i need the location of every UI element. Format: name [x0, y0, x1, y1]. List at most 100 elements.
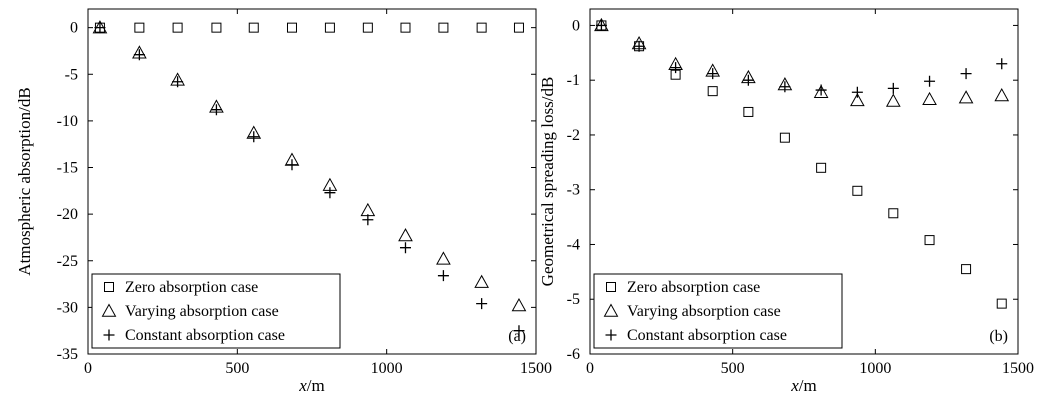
x-tick-label: 0 — [586, 360, 594, 377]
y-axis-label: Geometrical spreading loss/dB — [538, 77, 557, 287]
legend-label: Zero absorption case — [627, 279, 760, 296]
data-point-square — [816, 162, 827, 173]
data-point-triangle — [885, 93, 901, 107]
legend-label: Constant absorption case — [627, 327, 787, 344]
series-triangle — [594, 17, 1010, 107]
data-point-plus — [996, 58, 1008, 70]
legend-label: Varying absorption case — [627, 303, 781, 320]
data-point-triangle — [398, 228, 413, 242]
legend-box — [593, 273, 843, 349]
legend: Zero absorption case Varying absorption c… — [593, 273, 843, 349]
data-point-square — [779, 132, 790, 143]
legend-marker-square — [606, 282, 616, 292]
series-plus — [94, 22, 525, 337]
data-point-triangle — [474, 274, 489, 288]
legend-label: Varying absorption case — [125, 303, 279, 320]
x-tick-label: 1000 — [371, 360, 403, 377]
x-tick-label: 500 — [225, 360, 249, 377]
data-point-plus — [633, 40, 645, 52]
y-tick-label: -10 — [57, 113, 78, 130]
data-point-plus — [362, 214, 374, 226]
data-point-square — [476, 22, 487, 33]
data-point-square — [286, 22, 297, 33]
y-axis-label: Atmospheric absorption/dB — [15, 87, 34, 275]
panel-label: (a) — [508, 328, 526, 345]
x-axis-label: x/m — [790, 376, 817, 395]
x-tick-label: 500 — [721, 360, 745, 377]
data-point-triangle — [511, 297, 527, 312]
data-point-plus — [324, 187, 336, 199]
data-point-plus — [779, 81, 791, 93]
y-tick-label: 0 — [70, 20, 78, 37]
legend-marker-plus — [103, 329, 115, 341]
chart-panel-a: 0 500 1000 1500 0 -5 -10 -15 -20 -25 -30 -35 x/m Atmo… — [15, 8, 552, 395]
data-point-triangle — [994, 87, 1010, 102]
y-tick-label: 0 — [572, 17, 580, 34]
data-point-plus — [960, 68, 972, 80]
legend-marker-plus — [605, 329, 617, 341]
data-point-square — [438, 22, 449, 33]
data-point-square — [707, 86, 718, 97]
data-point-plus — [172, 76, 184, 88]
data-point-plus — [707, 68, 719, 80]
y-tick-label: -5 — [65, 66, 78, 83]
x-tick-label: 1500 — [520, 360, 552, 377]
data-point-plus — [513, 325, 525, 337]
data-point-plus — [887, 82, 899, 94]
plot-frame — [589, 8, 1019, 355]
y-tick-label: -25 — [57, 253, 78, 270]
data-point-plus — [476, 298, 488, 310]
legend: Zero absorption case Varying absorption c… — [91, 273, 341, 349]
data-point-plus — [670, 62, 682, 74]
legend-marker-triangle — [101, 303, 117, 317]
data-point-plus — [595, 19, 607, 31]
data-point-plus — [133, 49, 145, 61]
data-point-triangle — [958, 90, 974, 104]
legend-label: Zero absorption case — [125, 279, 258, 296]
legend-marker-square — [104, 282, 114, 292]
data-point-plus — [286, 159, 298, 171]
data-point-square — [888, 208, 899, 219]
data-point-square — [996, 298, 1007, 309]
data-point-plus — [742, 74, 754, 86]
data-point-plus — [210, 104, 222, 116]
panel-label: (b) — [989, 328, 1008, 345]
data-point-square — [924, 235, 935, 246]
y-tick-label: -30 — [57, 299, 78, 316]
data-point-square — [134, 22, 145, 33]
y-tick-label: -2 — [567, 127, 580, 144]
data-point-plus — [94, 22, 106, 34]
y-tick-label: -4 — [567, 236, 580, 253]
y-tick-label: -15 — [57, 160, 78, 177]
data-point-plus — [248, 131, 260, 143]
y-tick-label: -3 — [567, 182, 580, 199]
chart-panel-b: 0 500 1000 1500 0 -1 -2 -3 -4 -5 -6 x/m Geometrical … — [538, 8, 1034, 395]
data-point-plus — [437, 270, 449, 282]
legend-marker-triangle — [603, 303, 619, 317]
data-point-square — [324, 22, 335, 33]
y-tick-label: -1 — [567, 72, 580, 89]
x-tick-label: 0 — [84, 360, 92, 377]
data-point-square — [400, 22, 411, 33]
data-point-square — [961, 264, 972, 275]
data-point-plus — [851, 86, 863, 98]
data-point-triangle — [360, 202, 376, 217]
series-square — [596, 20, 1007, 309]
y-tick-label: -5 — [567, 291, 580, 308]
data-point-plus — [815, 84, 827, 96]
plot-frame — [87, 8, 537, 355]
data-point-square — [362, 22, 373, 33]
data-point-square — [248, 22, 259, 33]
data-point-square — [743, 106, 754, 117]
x-axis-label: x/m — [298, 376, 325, 395]
data-point-square — [172, 22, 183, 33]
x-tick-label: 1500 — [1002, 360, 1034, 377]
y-tick-label: -6 — [567, 346, 580, 363]
data-point-triangle — [922, 91, 937, 106]
data-point-triangle — [813, 84, 829, 98]
legend-box — [91, 273, 341, 349]
data-point-square — [513, 22, 524, 33]
data-point-plus — [399, 242, 411, 254]
series-plus — [595, 19, 1008, 98]
